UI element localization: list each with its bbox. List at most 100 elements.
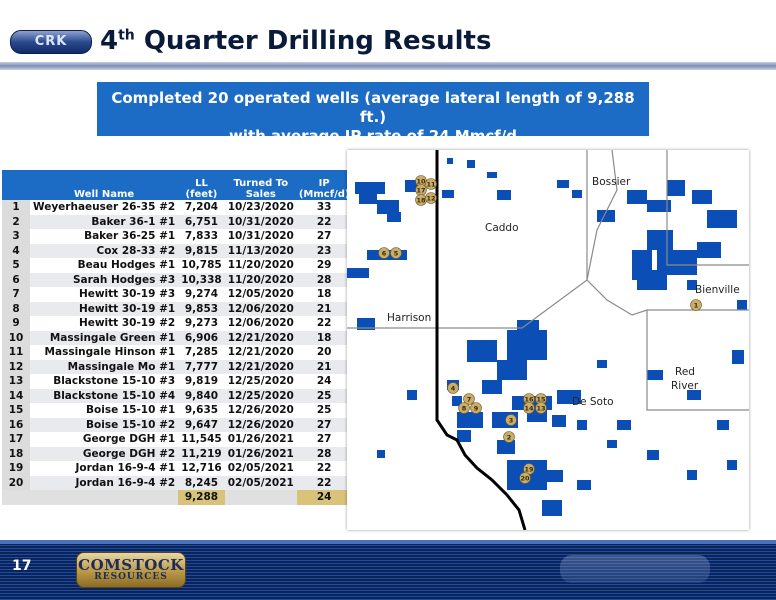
table-row: 15 Boise 15-10 #1 9,635 12/26/2020 25	[2, 403, 352, 418]
turned-to-sales: 11/20/2020	[224, 272, 297, 287]
acreage-block	[507, 330, 547, 360]
acreage-block	[647, 450, 659, 460]
well-marker-label: 15	[536, 396, 546, 404]
ip-rate: 22	[296, 316, 352, 331]
well-marker-8: 8	[458, 402, 470, 414]
row-number: 4	[2, 243, 30, 258]
well-name: Massingale Green #1	[30, 330, 179, 345]
well-marker-label: 3	[509, 417, 514, 425]
wells-table: Well Name LL (feet) Turned To Sales IP (Mmc…	[2, 170, 352, 505]
well-marker-circle	[378, 247, 390, 259]
lateral-length: 10,785	[178, 258, 225, 273]
lateral-length: 6,906	[178, 330, 225, 345]
well-marker-label: 8	[462, 405, 467, 413]
acreage-block	[687, 470, 697, 480]
well-marker-label: 20	[520, 475, 530, 483]
header-ip: IP (Mmcf/d)	[296, 170, 352, 200]
ip-rate: 22	[296, 461, 352, 476]
well-marker-circle	[690, 299, 702, 311]
well-marker-5: 5	[390, 247, 402, 259]
avg-ip: 24	[296, 490, 352, 505]
well-name: Blackstone 15-10 #4	[30, 388, 179, 403]
ip-rate: 25	[296, 388, 352, 403]
label-red: Red	[675, 366, 695, 378]
header-well-name: Well Name	[30, 170, 179, 200]
lateral-length: 12,716	[178, 461, 225, 476]
turned-to-sales: 01/26/2021	[224, 446, 297, 461]
label-bienville: Bienville	[695, 284, 740, 296]
row-number: 10	[2, 330, 30, 345]
row-number: 17	[2, 432, 30, 447]
turned-to-sales: 01/26/2021	[224, 432, 297, 447]
well-marker-label: 17	[416, 187, 425, 195]
table-row: 3 Baker 36-25 #1 7,833 10/31/2020 27	[2, 229, 352, 244]
well-name: George DGH #1	[30, 432, 179, 447]
ip-rate: 25	[296, 403, 352, 418]
well-marker-label: 18	[416, 197, 426, 205]
turned-to-sales: 02/05/2021	[224, 461, 297, 476]
table-row: 4 Cox 28-33 #2 9,815 11/13/2020 23	[2, 243, 352, 258]
lateral-length: 9,273	[178, 316, 225, 331]
lateral-length: 9,647	[178, 417, 225, 432]
acreage-block	[732, 350, 744, 364]
turned-to-sales: 12/05/2020	[224, 287, 297, 302]
label-caddo: Caddo	[485, 222, 519, 234]
row-number: 16	[2, 417, 30, 432]
acreage-block	[717, 420, 729, 430]
lateral-length: 9,819	[178, 374, 225, 389]
crk-logo: CRK	[10, 30, 92, 54]
row-number: 2	[2, 214, 30, 229]
acreage-block	[497, 440, 515, 454]
well-marker-label: 6	[382, 250, 387, 258]
drilling-map: 10 11 17 18 12 6 5 1 4 7 8 9 16 15 14 13 3 2 19 20 Bossier …	[347, 150, 749, 530]
lateral-length: 7,204	[178, 200, 225, 215]
summary-banner: Completed 20 operated wells (average lat…	[97, 82, 649, 145]
footer-top-bar	[0, 540, 776, 544]
acreage-block	[737, 300, 747, 310]
acreage-block	[577, 480, 591, 490]
acreage-block	[667, 180, 685, 196]
acreage-block	[647, 230, 673, 250]
well-marker-label: 12	[426, 195, 435, 203]
well-marker-19: 19	[523, 463, 535, 475]
well-marker-label: 7	[467, 396, 472, 404]
turned-to-sales: 10/31/2020	[224, 214, 297, 229]
acreage-block	[387, 212, 401, 222]
well-marker-20: 20	[519, 472, 531, 484]
well-marker-7: 7	[463, 393, 475, 405]
lateral-length: 9,840	[178, 388, 225, 403]
ip-rate: 28	[296, 272, 352, 287]
row-number: 18	[2, 446, 30, 461]
acreage-block	[377, 200, 399, 214]
well-name: Baker 36-1 #1	[30, 214, 179, 229]
well-name: Baker 36-25 #1	[30, 229, 179, 244]
well-marker-17: 17	[415, 184, 427, 196]
label-desoto: De Soto	[572, 396, 614, 408]
avg-blank-3	[224, 490, 297, 505]
turned-to-sales: 12/06/2020	[224, 301, 297, 316]
slide-header: CRK 4th Quarter Drilling Results	[0, 0, 776, 62]
header-sales: Turned To Sales	[224, 170, 297, 200]
table-row: 2 Baker 36-1 #1 6,751 10/31/2020 22	[2, 214, 352, 229]
well-marker-circle	[463, 393, 475, 405]
acreage-block	[552, 415, 566, 427]
header-ll-1: LL	[195, 178, 208, 189]
acreage-block	[597, 210, 615, 222]
turned-to-sales: 12/21/2020	[224, 345, 297, 360]
well-marker-circle	[390, 247, 402, 259]
page-title: 4th Quarter Drilling Results	[100, 26, 491, 56]
well-name: Massingale Hinson #1	[30, 345, 179, 360]
turned-to-sales: 02/05/2021	[224, 475, 297, 490]
well-marker-label: 9	[474, 405, 479, 413]
acreage-block	[377, 450, 385, 458]
ip-rate: 28	[296, 446, 352, 461]
watermark-logo	[560, 555, 710, 583]
acreage-block	[467, 160, 475, 168]
lateral-length: 9,274	[178, 287, 225, 302]
well-marker-label: 14	[524, 405, 534, 413]
ip-rate: 24	[296, 374, 352, 389]
header-divider	[0, 62, 776, 70]
ip-rate: 18	[296, 287, 352, 302]
acreage-block	[647, 370, 663, 380]
parish-line-5	[646, 310, 749, 411]
